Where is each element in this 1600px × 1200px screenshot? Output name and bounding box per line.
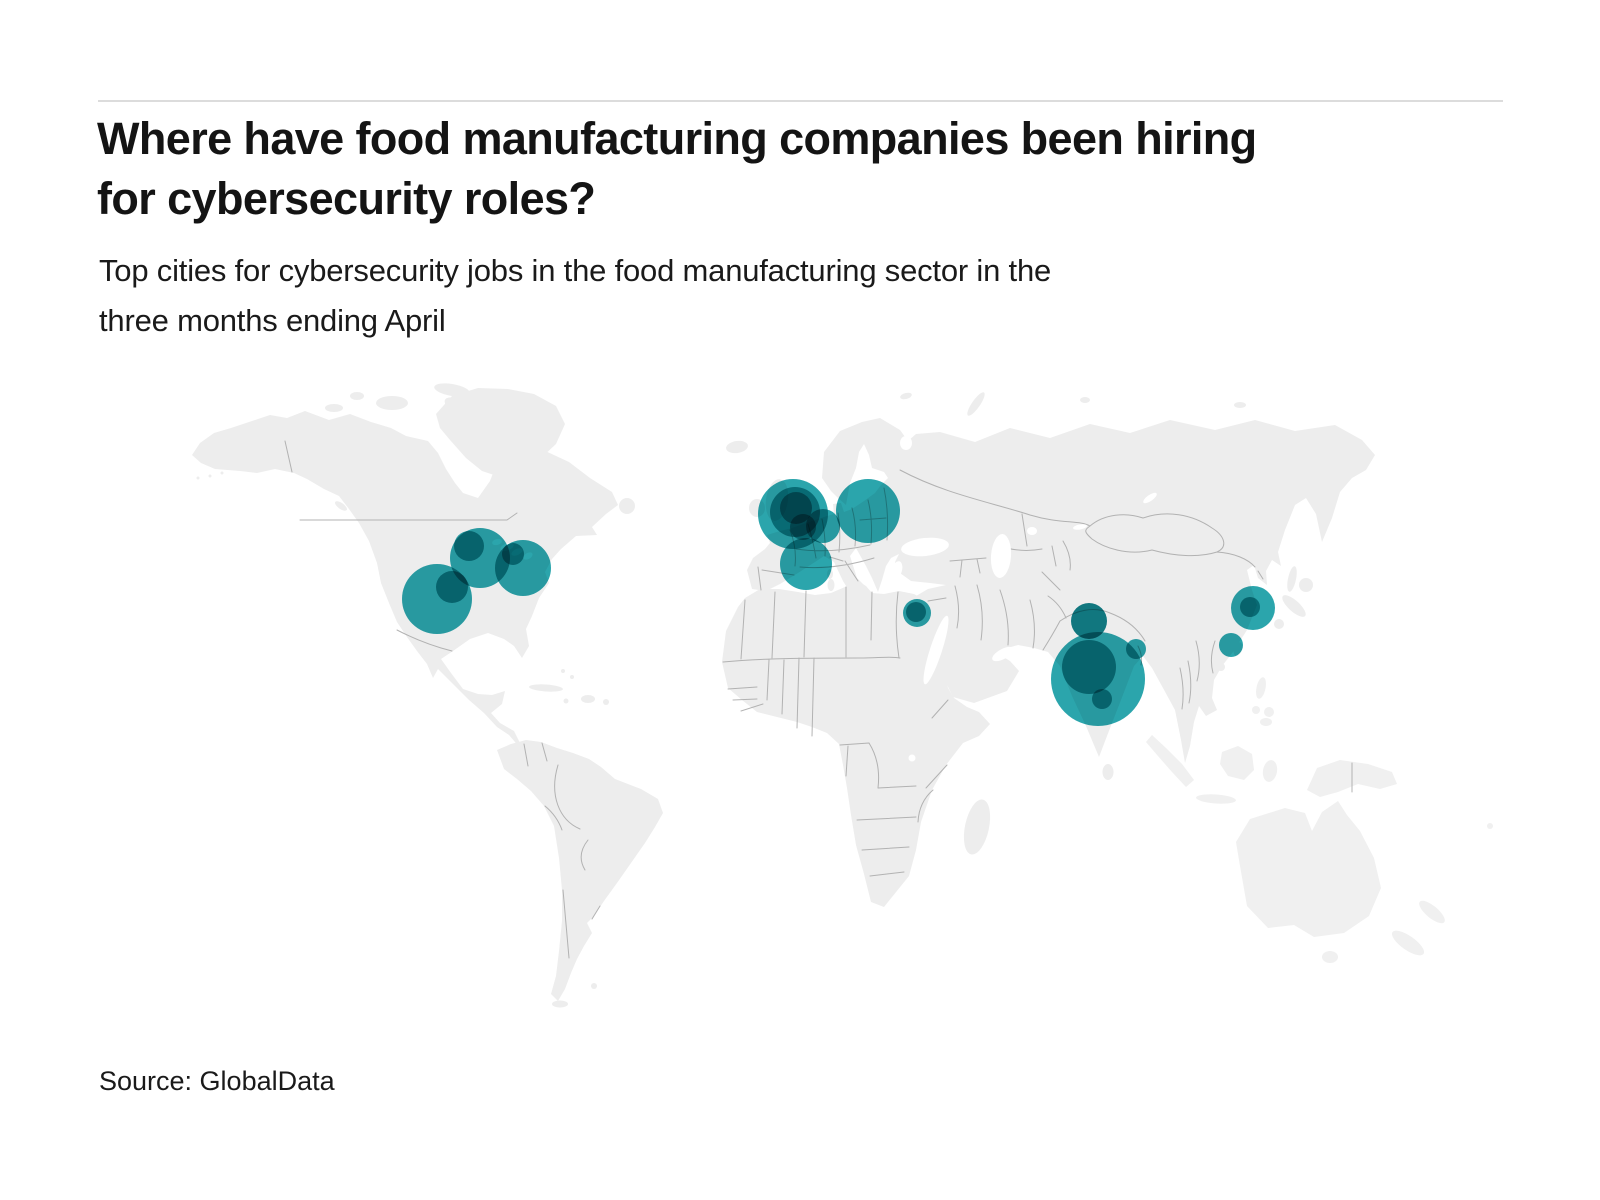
page-subtitle: Top cities for cybersecurity jobs in the…	[99, 246, 1439, 346]
severnaya-zemlya	[1080, 397, 1090, 403]
page-title-line1: Where have food manufacturing companies …	[97, 113, 1257, 164]
country-borders-layer	[284, 440, 1353, 959]
kyushu	[1274, 619, 1284, 629]
white-sea	[900, 436, 912, 450]
sri-lanka	[1102, 764, 1114, 780]
bubble-us-midwest-core	[454, 531, 484, 561]
page-title-line2: for cybersecurity roles?	[97, 173, 596, 224]
borders-north-america	[284, 440, 518, 652]
bubble-us-east-core	[502, 543, 524, 565]
fiji	[1487, 823, 1493, 829]
newfoundland	[619, 498, 635, 514]
java	[1196, 794, 1236, 804]
aegean-sea	[891, 561, 903, 579]
victoria-island	[376, 396, 408, 410]
eurasia	[747, 418, 1375, 763]
lake-baikal	[1143, 492, 1157, 504]
borders-asia	[899, 469, 1353, 793]
cyprus	[922, 593, 930, 599]
mindanao	[1260, 718, 1272, 726]
svalbard	[900, 392, 912, 400]
arctic-island-small-2	[350, 392, 364, 400]
lake-victoria	[908, 754, 916, 762]
borders-africa	[722, 586, 949, 877]
crete	[893, 598, 905, 604]
bubble-east-china-core	[1240, 597, 1260, 617]
page-title: Where have food manufacturing companies …	[97, 109, 1517, 229]
new-siberian-islands	[1234, 402, 1246, 408]
borneo	[1220, 746, 1254, 780]
tasmania	[1322, 951, 1338, 963]
sicily	[844, 594, 854, 604]
top-divider	[98, 100, 1503, 102]
bubble-eastern-europe	[836, 479, 900, 543]
new-zealand-north	[1419, 900, 1445, 924]
philippine-island-2	[1252, 706, 1260, 714]
sardinia	[827, 579, 835, 591]
philippine-island	[1264, 707, 1274, 717]
tierra-del-fuego	[552, 1000, 568, 1008]
persian-gulf	[992, 646, 1014, 662]
black-sea	[901, 537, 949, 557]
page-subtitle-line1: Top cities for cybersecurity jobs in the…	[99, 253, 1052, 288]
caspian-sea	[990, 534, 1012, 578]
bahamas-dot-2	[570, 675, 574, 679]
bubble-india-south-core	[1092, 689, 1112, 709]
vancouver-island	[335, 501, 347, 511]
source-attribution: Source: GlobalData	[99, 1066, 335, 1096]
borders-south-america	[523, 742, 601, 959]
novaya-zemlya	[967, 392, 985, 416]
sulawesi	[1262, 760, 1278, 782]
islands-group	[196, 383, 1493, 1008]
bubble-north-india	[1071, 603, 1107, 639]
hispaniola	[581, 695, 595, 703]
ellesmere-island	[434, 383, 470, 397]
baffin-island	[444, 397, 492, 427]
aleutian-dot-1	[220, 471, 224, 475]
luzon	[1256, 677, 1266, 699]
aral-sea	[1027, 527, 1037, 535]
bubble-india-east	[1126, 639, 1146, 659]
new-zealand-south	[1391, 930, 1425, 956]
iceland	[726, 440, 748, 454]
bahamas-dot-1	[561, 669, 565, 673]
bubble-northwest-europe	[806, 509, 840, 543]
sumatra	[1146, 735, 1194, 787]
puerto-rico	[603, 699, 609, 705]
aleutian-dot-2	[208, 474, 212, 478]
aleutian-dot-3	[196, 476, 200, 480]
bubble-india-core	[1062, 640, 1116, 694]
jamaica	[563, 698, 569, 704]
sakhalin	[1287, 566, 1297, 592]
lake-balkhash	[1073, 524, 1087, 530]
falkland-islands	[591, 983, 597, 989]
south-america	[497, 740, 663, 1001]
red-sea	[923, 615, 949, 685]
bubble-france	[780, 538, 832, 590]
honshu	[1282, 595, 1306, 617]
hokkaido	[1299, 578, 1313, 592]
bubble-us-east	[495, 540, 551, 596]
australia	[1236, 801, 1381, 937]
bubble-eastern-mediterranean-core	[906, 602, 926, 622]
cuba	[529, 684, 563, 692]
bubble-layer	[402, 479, 1275, 726]
arctic-island-small-1	[325, 404, 343, 412]
hainan	[1217, 663, 1225, 671]
bubble-south-china	[1219, 633, 1243, 657]
page-subtitle-line2: three months ending April	[99, 303, 446, 338]
madagascar	[963, 799, 991, 855]
